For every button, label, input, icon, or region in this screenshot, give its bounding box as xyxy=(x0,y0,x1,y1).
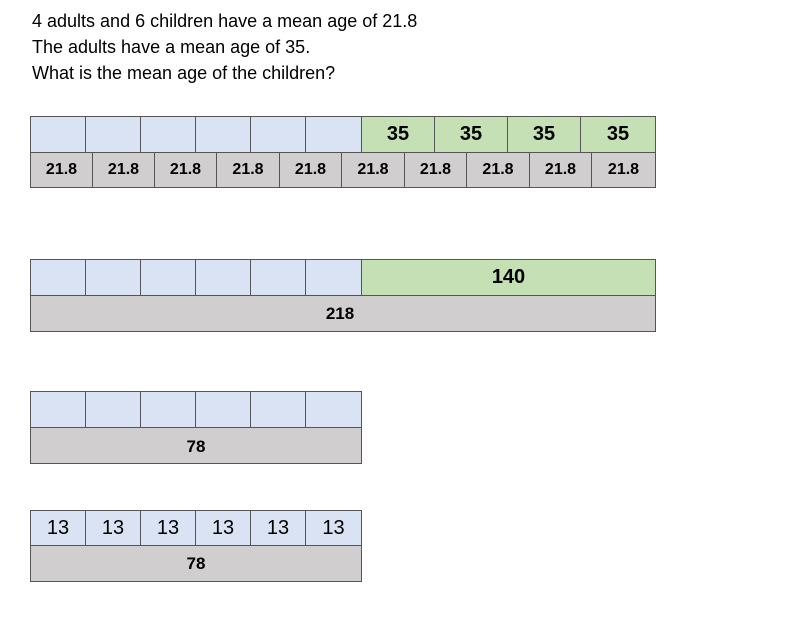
model3-total-bar: 78 xyxy=(30,427,362,464)
model4-child-box: 13 xyxy=(31,511,86,545)
model1-child-box xyxy=(31,117,86,152)
model3-child-box xyxy=(251,392,306,427)
model4-child-box: 13 xyxy=(306,511,361,545)
model1-adult-box: 35 xyxy=(581,117,655,152)
model2-child-box xyxy=(86,260,141,295)
model1-mean-box: 21.8 xyxy=(31,153,93,187)
model3-child-box xyxy=(306,392,361,427)
model3-top-bar xyxy=(30,391,362,428)
model1-child-box xyxy=(141,117,196,152)
model1-mean-box: 21.8 xyxy=(342,153,405,187)
model1-mean-box: 21.8 xyxy=(592,153,655,187)
model1-mean-box: 21.8 xyxy=(280,153,342,187)
model3-child-box xyxy=(31,392,86,427)
model2-overall-total: 218 xyxy=(31,296,655,331)
model1-mean-box: 21.8 xyxy=(93,153,155,187)
model1-child-box xyxy=(306,117,362,152)
model4-child-box: 13 xyxy=(141,511,196,545)
question-line-2: The adults have a mean age of 35. xyxy=(32,37,311,57)
model2-child-box xyxy=(251,260,306,295)
model1-child-box xyxy=(86,117,141,152)
model2-child-box xyxy=(141,260,196,295)
model2-child-box xyxy=(306,260,362,295)
model1-mean-box: 21.8 xyxy=(155,153,217,187)
model4-top-bar: 13 13 13 13 13 13 xyxy=(30,510,362,546)
model1-mean-bar: 21.8 21.8 21.8 21.8 21.8 21.8 21.8 21.8 … xyxy=(30,152,656,188)
model4-child-box: 13 xyxy=(251,511,306,545)
model2-child-box xyxy=(196,260,251,295)
model3-child-box xyxy=(86,392,141,427)
model1-mean-box: 21.8 xyxy=(217,153,280,187)
model1-top-bar: 35 35 35 35 xyxy=(30,116,656,153)
question-line-3: What is the mean age of the children? xyxy=(32,63,336,83)
model3-child-box xyxy=(196,392,251,427)
model2-adults-total: 140 xyxy=(362,260,655,295)
model4-total-bar: 78 xyxy=(30,545,362,582)
model1-child-box xyxy=(251,117,306,152)
model4-children-total: 78 xyxy=(31,546,361,581)
model1-child-box xyxy=(196,117,251,152)
model2-total-bar: 218 xyxy=(30,295,656,332)
model2-top-bar: 140 xyxy=(30,259,656,296)
model4-child-box: 13 xyxy=(86,511,141,545)
model1-adult-box: 35 xyxy=(435,117,508,152)
model3-children-total: 78 xyxy=(31,428,361,463)
model4-child-box: 13 xyxy=(196,511,251,545)
question-line-1: 4 adults and 6 children have a mean age … xyxy=(32,11,418,31)
question-text: 4 adults and 6 children have a mean age … xyxy=(32,8,417,86)
model1-mean-box: 21.8 xyxy=(405,153,467,187)
model1-mean-box: 21.8 xyxy=(530,153,592,187)
model1-mean-box: 21.8 xyxy=(467,153,530,187)
model3-child-box xyxy=(141,392,196,427)
model2-child-box xyxy=(31,260,86,295)
model1-adult-box: 35 xyxy=(362,117,435,152)
model1-adult-box: 35 xyxy=(508,117,581,152)
